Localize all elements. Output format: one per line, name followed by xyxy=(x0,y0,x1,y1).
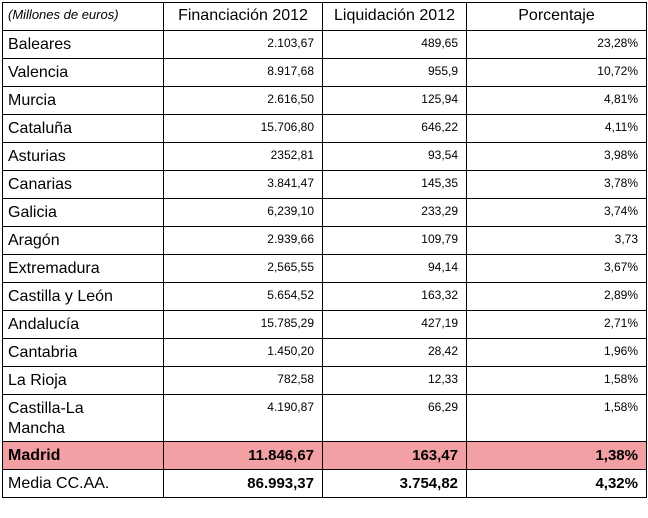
financiacion-cell: 782,58 xyxy=(163,366,323,395)
table-row: Valencia 8.917,68 955,9 10,72% xyxy=(2,58,647,87)
liquidacion-cell: 109,79 xyxy=(322,226,467,255)
porcentaje-cell: 3,78% xyxy=(466,170,647,199)
porcentaje-cell: 3,73 xyxy=(466,226,647,255)
table-row: Andalucía 15.785,29 427,19 2,71% xyxy=(2,310,647,339)
financiacion-cell: 2,565,55 xyxy=(163,254,323,283)
region-cell: Murcia xyxy=(2,86,164,115)
liquidacion-cell: 233,29 xyxy=(322,198,467,227)
porcentaje-cell: 10,72% xyxy=(466,58,647,87)
liquidacion-cell: 955,9 xyxy=(322,58,467,87)
col-header-liquidacion: Liquidación 2012 xyxy=(322,2,467,31)
table-row: Castilla y León 5.654,52 163,32 2,89% xyxy=(2,282,647,311)
region-cell: Castilla-La Mancha xyxy=(2,394,164,442)
liquidacion-cell: 646,22 xyxy=(322,114,467,143)
porcentaje-cell: 1,38% xyxy=(466,441,647,470)
porcentaje-cell: 4,32% xyxy=(466,469,647,498)
financiacion-cell: 15.785,29 xyxy=(163,310,323,339)
table-row: Baleares 2.103,67 489,65 23,28% xyxy=(2,30,647,59)
liquidacion-cell: 3.754,82 xyxy=(322,469,467,498)
region-cell: Media CC.AA. xyxy=(2,469,164,498)
table-row: Galicia 6,239,10 233,29 3,74% xyxy=(2,198,647,227)
financiacion-cell: 2.939,66 xyxy=(163,226,323,255)
table-row: Asturias 2352,81 93,54 3,98% xyxy=(2,142,647,171)
financiacion-cell: 3.841,47 xyxy=(163,170,323,199)
table-row: Canarias 3.841,47 145,35 3,78% xyxy=(2,170,647,199)
porcentaje-cell: 3,67% xyxy=(466,254,647,283)
table-row: Cantabria 1.450,20 28,42 1,96% xyxy=(2,338,647,367)
region-cell: Madrid xyxy=(2,441,164,470)
porcentaje-cell: 1,96% xyxy=(466,338,647,367)
region-cell: Canarias xyxy=(2,170,164,199)
financiacion-cell: 4.190,87 xyxy=(163,394,323,442)
col-header-financiacion: Financiación 2012 xyxy=(163,2,323,31)
financiacion-cell: 11.846,67 xyxy=(163,441,323,470)
porcentaje-cell: 1,58% xyxy=(466,394,647,442)
financiacion-cell: 5.654,52 xyxy=(163,282,323,311)
liquidacion-cell: 94,14 xyxy=(322,254,467,283)
liquidacion-cell: 145,35 xyxy=(322,170,467,199)
financing-table: (Millones de euros) Financiación 2012 Li… xyxy=(2,2,647,498)
table-row: La Rioja 782,58 12,33 1,58% xyxy=(2,366,647,395)
region-cell: Cataluña xyxy=(2,114,164,143)
liquidacion-cell: 489,65 xyxy=(322,30,467,59)
financiacion-cell: 15.706,80 xyxy=(163,114,323,143)
region-cell: Baleares xyxy=(2,30,164,59)
liquidacion-cell: 93,54 xyxy=(322,142,467,171)
financiacion-cell: 2.616,50 xyxy=(163,86,323,115)
region-cell: Galicia xyxy=(2,198,164,227)
porcentaje-cell: 3,74% xyxy=(466,198,647,227)
porcentaje-cell: 2,89% xyxy=(466,282,647,311)
financiacion-cell: 1.450,20 xyxy=(163,338,323,367)
porcentaje-cell: 23,28% xyxy=(466,30,647,59)
liquidacion-cell: 28,42 xyxy=(322,338,467,367)
highlighted-row-madrid: Madrid 11.846,67 163,47 1,38% xyxy=(2,441,647,470)
financiacion-cell: 2.103,67 xyxy=(163,30,323,59)
table-row: Castilla-La Mancha 4.190,87 66,29 1,58% xyxy=(2,394,647,442)
porcentaje-cell: 3,98% xyxy=(466,142,647,171)
financiacion-cell: 86.993,37 xyxy=(163,469,323,498)
region-cell: Extremadura xyxy=(2,254,164,283)
region-cell: Asturias xyxy=(2,142,164,171)
header-row: (Millones de euros) Financiación 2012 Li… xyxy=(2,2,647,31)
liquidacion-cell: 66,29 xyxy=(322,394,467,442)
table-row: Cataluña 15.706,80 646,22 4,11% xyxy=(2,114,647,143)
liquidacion-cell: 12,33 xyxy=(322,366,467,395)
financiacion-cell: 8.917,68 xyxy=(163,58,323,87)
porcentaje-cell: 1,58% xyxy=(466,366,647,395)
col-header-porcentaje: Porcentaje xyxy=(466,2,647,31)
porcentaje-cell: 2,71% xyxy=(466,310,647,339)
region-cell: Valencia xyxy=(2,58,164,87)
liquidacion-cell: 427,19 xyxy=(322,310,467,339)
region-cell: Aragón xyxy=(2,226,164,255)
region-cell: La Rioja xyxy=(2,366,164,395)
region-cell: Castilla y León xyxy=(2,282,164,311)
region-cell: Andalucía xyxy=(2,310,164,339)
liquidacion-cell: 125,94 xyxy=(322,86,467,115)
porcentaje-cell: 4,11% xyxy=(466,114,647,143)
liquidacion-cell: 163,32 xyxy=(322,282,467,311)
summary-row-media: Media CC.AA. 86.993,37 3.754,82 4,32% xyxy=(2,469,647,498)
table-row: Extremadura 2,565,55 94,14 3,67% xyxy=(2,254,647,283)
table-row: Murcia 2.616,50 125,94 4,81% xyxy=(2,86,647,115)
unit-label: (Millones de euros) xyxy=(2,2,164,31)
financiacion-cell: 2352,81 xyxy=(163,142,323,171)
region-cell: Cantabria xyxy=(2,338,164,367)
table-row: Aragón 2.939,66 109,79 3,73 xyxy=(2,226,647,255)
porcentaje-cell: 4,81% xyxy=(466,86,647,115)
financiacion-cell: 6,239,10 xyxy=(163,198,323,227)
liquidacion-cell: 163,47 xyxy=(322,441,467,470)
